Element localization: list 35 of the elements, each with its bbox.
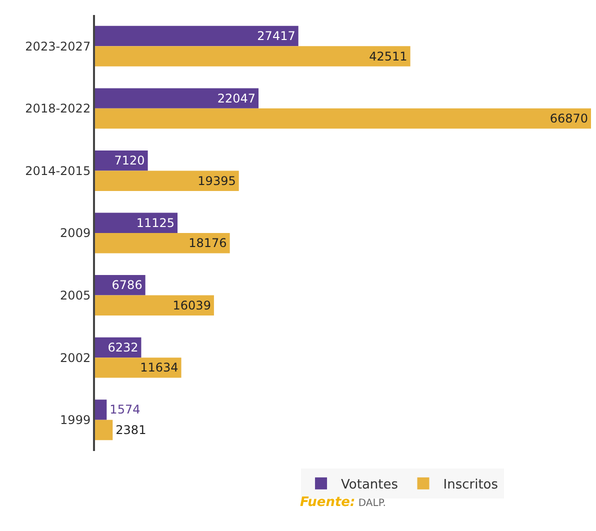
y-tick-label: 2009 xyxy=(60,226,91,240)
data-label: 2381 xyxy=(116,422,146,437)
data-label: 19395 xyxy=(198,174,236,188)
data-label: 11125 xyxy=(136,216,175,230)
source-note: Fuente: DALP. xyxy=(300,495,386,510)
data-label: 66870 xyxy=(550,112,588,126)
data-label: 27417 xyxy=(257,29,296,44)
bar xyxy=(95,420,113,440)
bar xyxy=(95,233,230,254)
data-label: 11634 xyxy=(140,360,178,375)
bar xyxy=(95,170,239,191)
y-tick-label: 2018-2022 xyxy=(25,102,91,116)
legend-label: Votantes xyxy=(341,477,398,492)
bar xyxy=(95,400,107,420)
y-tick-label: 1999 xyxy=(60,413,91,428)
data-label: 18176 xyxy=(188,236,227,250)
data-label: 7120 xyxy=(114,154,145,168)
bar xyxy=(95,108,591,129)
bar xyxy=(95,358,182,378)
data-label: 6786 xyxy=(112,278,142,292)
data-label: 42511 xyxy=(369,49,408,64)
bar xyxy=(95,26,298,46)
data-label: 6232 xyxy=(108,340,138,354)
bar xyxy=(95,88,259,108)
data-label: 22047 xyxy=(217,91,256,106)
y-tick-label: 2002 xyxy=(60,350,91,365)
y-tick-label: 2023-2027 xyxy=(25,39,91,54)
bar xyxy=(95,212,178,233)
data-label: 1574 xyxy=(110,402,140,417)
bar xyxy=(95,46,410,66)
data-label: 16039 xyxy=(172,298,211,312)
y-tick-label: 2014-2015 xyxy=(25,164,91,178)
legend-label: Inscritos xyxy=(443,477,498,492)
bar xyxy=(95,295,214,316)
y-tick-label: 2005 xyxy=(60,288,91,302)
